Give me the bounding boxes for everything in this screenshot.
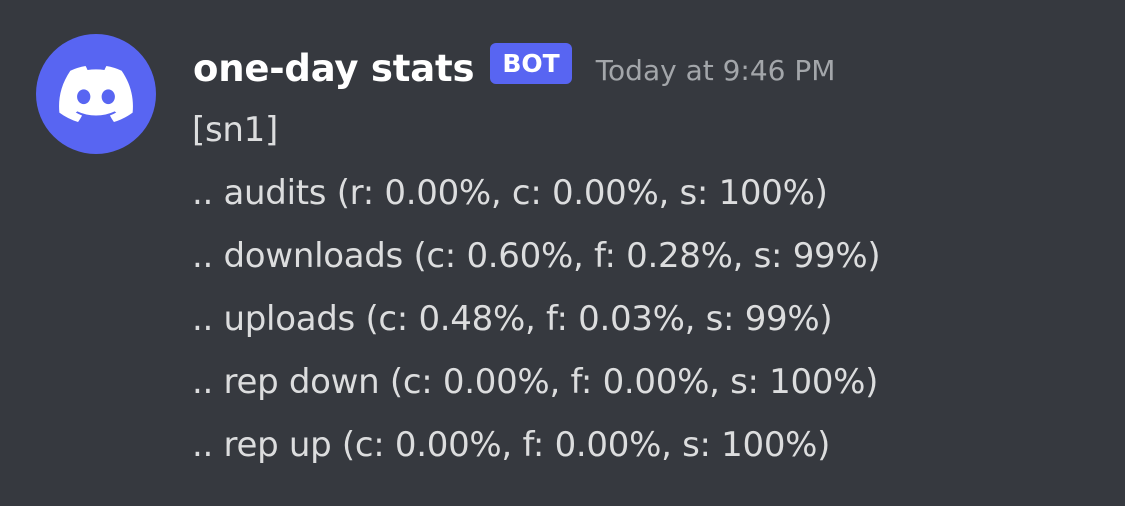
message-header: one-day stats BOT Today at 9:46 PM xyxy=(193,38,835,98)
avatar[interactable] xyxy=(36,34,156,154)
bot-tag-badge: BOT xyxy=(490,42,572,84)
message-line-uploads: .. uploads (c: 0.48%, f: 0.03%, s: 99%) xyxy=(192,299,833,339)
message-line-audits: .. audits (r: 0.00%, c: 0.00%, s: 100%) xyxy=(192,173,828,213)
author-username[interactable]: one-day stats xyxy=(193,46,475,90)
message-line-downloads: .. downloads (c: 0.60%, f: 0.28%, s: 99%… xyxy=(192,236,881,276)
message-content: [sn1] .. audits (r: 0.00%, c: 0.00%, s: … xyxy=(192,99,1092,477)
message-line-node: [sn1] xyxy=(192,110,278,150)
message-line-rep-down: .. rep down (c: 0.00%, f: 0.00%, s: 100%… xyxy=(192,362,879,402)
message-timestamp[interactable]: Today at 9:46 PM xyxy=(595,53,836,87)
message-line-rep-up: .. rep up (c: 0.00%, f: 0.00%, s: 100%) xyxy=(192,425,831,465)
discord-logo-icon xyxy=(59,66,133,122)
